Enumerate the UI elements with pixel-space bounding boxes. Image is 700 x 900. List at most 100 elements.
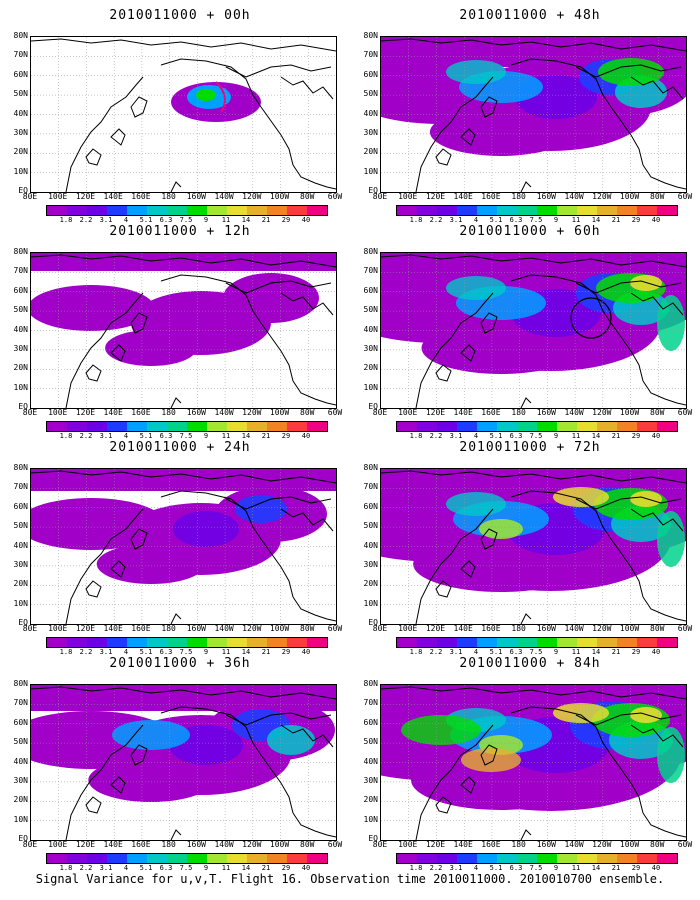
- map-plot: [30, 36, 337, 193]
- colorbar-swatch: [557, 854, 577, 863]
- longitude-label: 80W: [300, 192, 315, 201]
- colorbar-swatch: [597, 854, 617, 863]
- colorbar-label: 40: [301, 864, 311, 872]
- colorbar-label: 29: [281, 864, 291, 872]
- colorbar-swatch: [437, 206, 457, 215]
- colorbar-swatch: [147, 206, 167, 215]
- forecast-panel: 2010011000 + 60h 80N 70N 60N 50N 40N 30N 20N 10N…: [360, 224, 700, 440]
- colorbar-swatch: [307, 422, 327, 431]
- colorbar-swatch: [637, 206, 657, 215]
- colorbar-swatch: [307, 854, 327, 863]
- longitude-label: 120W: [592, 624, 612, 633]
- latitude-label: 30N: [363, 127, 378, 137]
- colorbar-label: 11: [571, 432, 581, 440]
- colorbar-swatch: [247, 854, 267, 863]
- longitude-label: 60W: [677, 624, 693, 633]
- latitude-label: 70N: [363, 50, 378, 60]
- colorbar-swatch: [307, 206, 327, 215]
- longitude-label: 100W: [269, 840, 290, 849]
- colorbar-swatch: [457, 206, 477, 215]
- longitude-label: 100W: [269, 192, 290, 201]
- colorbar-swatch: [67, 854, 87, 863]
- longitude-label: 60W: [327, 192, 343, 201]
- panel-title: 2010011000 + 24h: [109, 440, 251, 455]
- colorbar-swatch: [457, 422, 477, 431]
- colorbar-swatch: [127, 854, 147, 863]
- latitude-label: 30N: [363, 775, 378, 785]
- colorbar-swatch: [597, 638, 617, 647]
- longitude-label: 140E: [103, 192, 123, 201]
- colorbar-label: 6.3: [159, 432, 173, 440]
- colorbar-swatch: [637, 638, 657, 647]
- colorbar-label: 14: [241, 864, 251, 872]
- longitude-label: 60W: [677, 192, 693, 201]
- colorbar-swatch: [397, 206, 417, 215]
- longitude-label: 140E: [453, 840, 473, 849]
- colorbar-swatch: [617, 422, 637, 431]
- longitude-label: 80W: [650, 192, 665, 201]
- colorbar-swatch: [107, 422, 127, 431]
- colorbar-label: 9: [203, 864, 209, 872]
- colorbar-label: 2.2: [429, 432, 443, 440]
- colorbar-swatch: [557, 206, 577, 215]
- latitude-label: 10N: [13, 598, 28, 608]
- colorbar-label: 14: [241, 216, 251, 224]
- colorbar-swatch: [537, 854, 557, 863]
- colorbar-swatch: [597, 422, 617, 431]
- latitude-label: 80N: [363, 679, 378, 688]
- longitude-label: 120W: [592, 192, 612, 201]
- colorbar-label: 11: [221, 432, 231, 440]
- colorbar-label: 11: [571, 216, 581, 224]
- longitude-label: 140W: [214, 624, 234, 633]
- colorbar-label: 1.8: [409, 864, 423, 872]
- colorbar-swatch: [87, 638, 107, 647]
- colorbar-label: 11: [221, 216, 231, 224]
- colorbar-label: 21: [611, 648, 621, 656]
- colorbar-label: 4: [123, 648, 129, 656]
- colorbar-swatch: [147, 638, 167, 647]
- colorbar-swatch: [497, 854, 517, 863]
- longitude-label: 120E: [425, 408, 446, 417]
- longitude-label: 100E: [398, 192, 418, 201]
- longitude-label: 160W: [186, 408, 206, 417]
- longitude-label: 120W: [242, 624, 262, 633]
- colorbar-label: 29: [281, 648, 291, 656]
- latitude-label: 10N: [363, 814, 378, 824]
- colorbar-swatch: [657, 854, 677, 863]
- forecast-panel: 2010011000 + 12h 80N 70N 60N 50N 40N 30N 20N 10N…: [10, 224, 350, 440]
- longitude-label: 120E: [425, 624, 446, 633]
- longitude-label: 140E: [453, 192, 473, 201]
- map-plot: [380, 252, 687, 409]
- colorbar-label: 3.1: [99, 432, 113, 440]
- colorbar-label: 21: [261, 648, 271, 656]
- colorbar-swatch: [577, 638, 597, 647]
- colorbar-swatch: [167, 854, 187, 863]
- longitude-label: 80W: [300, 840, 315, 849]
- longitude-label: 100E: [48, 192, 68, 201]
- map-plot: [380, 468, 687, 625]
- colorbar-label: 2.2: [79, 648, 93, 656]
- longitude-label: 100W: [619, 192, 640, 201]
- colorbar-label: 2.2: [79, 216, 93, 224]
- latitude-label: 50N: [363, 305, 378, 315]
- colorbar-label: 5.1: [139, 216, 153, 224]
- colorbar-swatch: [167, 422, 187, 431]
- latitude-label: 30N: [13, 127, 28, 137]
- colorbar: [396, 853, 678, 864]
- colorbar-swatch: [187, 638, 207, 647]
- longitude-label: 180: [161, 624, 176, 633]
- longitude-label: 160E: [131, 408, 151, 417]
- colorbar-swatch: [437, 422, 457, 431]
- latitude-label: 20N: [13, 795, 28, 805]
- colorbar-label: 14: [591, 216, 601, 224]
- colorbar-label: 11: [571, 648, 581, 656]
- latitude-label: 50N: [13, 305, 28, 315]
- latitude-label: 50N: [13, 521, 28, 531]
- latitude-label: EQ: [368, 618, 378, 627]
- colorbar: [46, 637, 328, 648]
- latitude-label: 10N: [363, 598, 378, 608]
- latitude-label: EQ: [18, 402, 28, 411]
- longitude-label: 120W: [592, 408, 612, 417]
- colorbar-swatch: [617, 854, 637, 863]
- longitude-label: 160W: [536, 840, 556, 849]
